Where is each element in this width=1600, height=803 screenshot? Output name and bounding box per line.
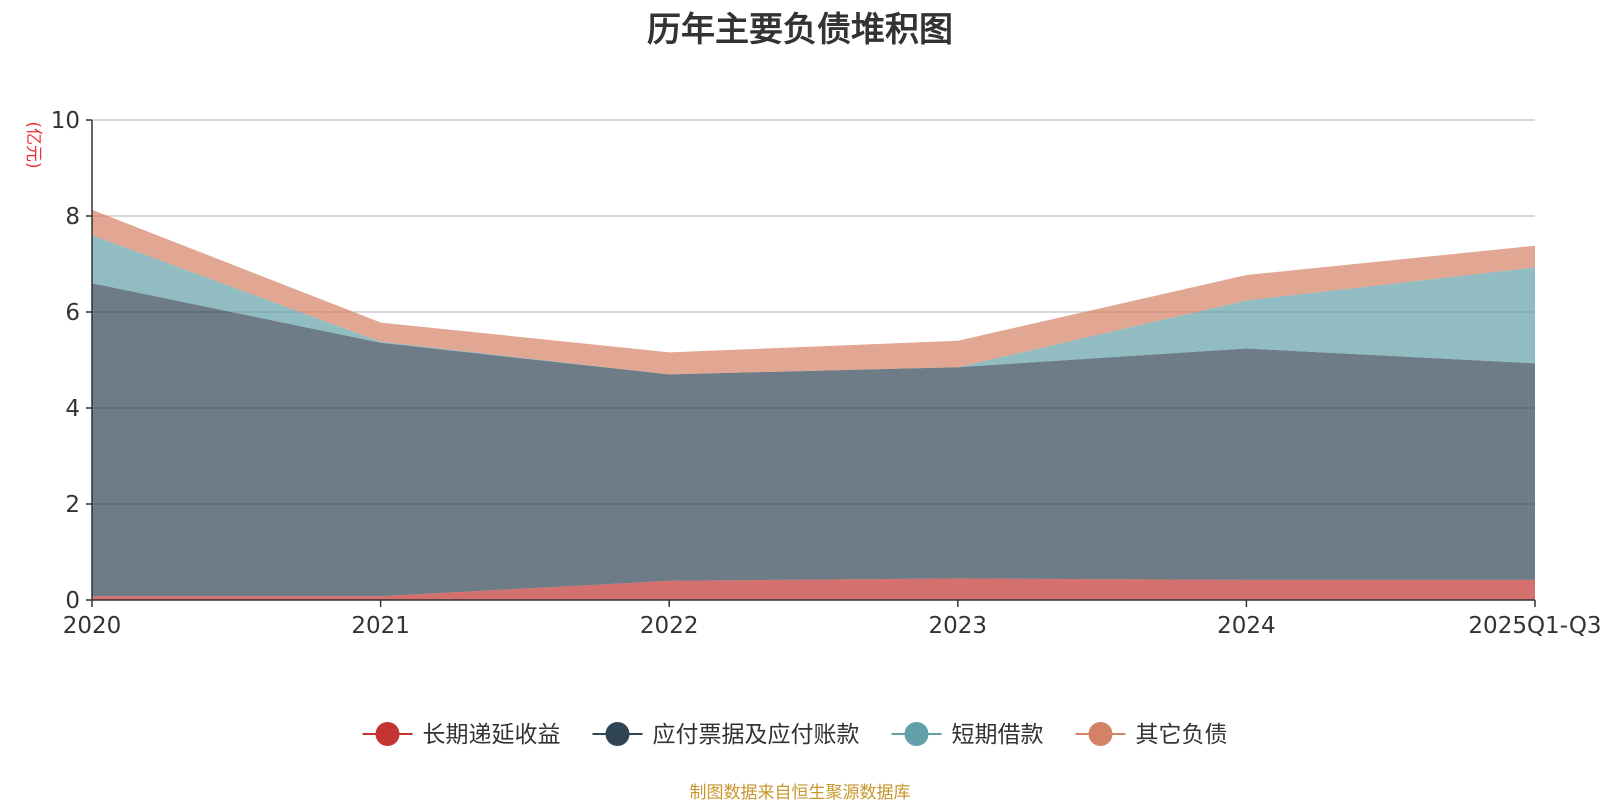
y-tick-label-6: 6 xyxy=(65,300,80,326)
legend-item-3: 其它负债 xyxy=(1075,722,1228,748)
y-axis-unit-label: (亿元) xyxy=(23,121,43,168)
legend-label-3: 其它负债 xyxy=(1136,722,1228,748)
x-tick-label-5: 2025Q1-Q3 xyxy=(1468,613,1600,639)
legend-label-0: 长期递延收益 xyxy=(423,722,561,748)
x-tick-label-4: 2024 xyxy=(1217,613,1276,639)
legend-marker-3 xyxy=(1088,722,1113,746)
y-tick-label-8: 8 xyxy=(65,204,80,230)
x-tick-label-3: 2023 xyxy=(929,613,988,639)
area-series-1 xyxy=(92,283,1535,597)
legend-marker-1 xyxy=(605,722,630,746)
axis-layer: 0 2 4 6 8 10 2020 2021 2022 2023 2024 2025Q1-Q3 xyxy=(51,108,1600,639)
legend-item-1: 应付票据及应付账款 xyxy=(592,722,860,748)
legend-marker-2 xyxy=(904,722,929,746)
legend-label-2: 短期借款 xyxy=(952,722,1044,748)
legend-marker-0 xyxy=(375,722,400,746)
x-tick-label-0: 2020 xyxy=(63,613,122,639)
legend: 长期递延收益 应付票据及应付账款 短期借款 其它负债 xyxy=(362,722,1228,748)
legend-item-2: 短期借款 xyxy=(891,722,1044,748)
x-tick-label-2: 2022 xyxy=(640,613,699,639)
legend-label-1: 应付票据及应付账款 xyxy=(653,722,860,748)
legend-item-0: 长期递延收益 xyxy=(362,722,561,748)
y-tick-label-0: 0 xyxy=(65,588,80,614)
y-tick-label-10: 10 xyxy=(51,108,80,134)
area-series-2 xyxy=(92,235,1535,375)
area-layer xyxy=(92,209,1535,600)
area-series-3 xyxy=(92,209,1535,375)
chart-title: 历年主要负债堆积图 xyxy=(647,10,953,50)
source-note: 制图数据来自恒生聚源数据库 xyxy=(689,783,911,803)
y-tick-label-2: 2 xyxy=(65,492,80,518)
y-tick-label-4: 4 xyxy=(65,396,80,422)
area-series-0 xyxy=(92,578,1535,600)
x-tick-label-1: 2021 xyxy=(351,613,410,639)
